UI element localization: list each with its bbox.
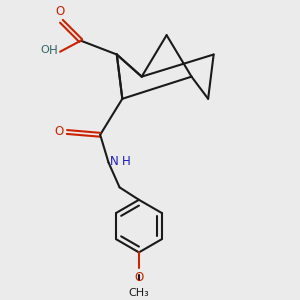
- Text: O: O: [56, 5, 65, 18]
- Text: O: O: [41, 45, 50, 56]
- Text: N: N: [110, 154, 118, 168]
- Text: O: O: [54, 125, 64, 139]
- Text: CH₃: CH₃: [129, 288, 149, 298]
- Text: H: H: [122, 154, 130, 168]
- Text: H: H: [49, 44, 57, 57]
- Text: O: O: [134, 271, 144, 284]
